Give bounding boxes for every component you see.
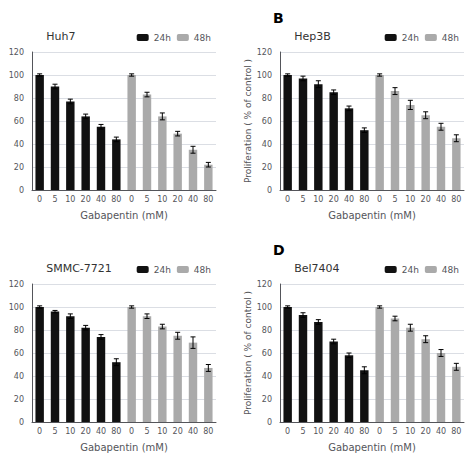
- svg-text:20: 20: [173, 195, 183, 204]
- svg-text:80: 80: [359, 427, 369, 436]
- svg-text:Gabapentin (mM): Gabapentin (mM): [328, 442, 416, 453]
- svg-text:10: 10: [313, 195, 323, 204]
- svg-text:20: 20: [81, 427, 91, 436]
- svg-text:Gabapentin (mM): Gabapentin (mM): [80, 442, 168, 453]
- svg-text:60: 60: [14, 117, 24, 126]
- svg-text:5: 5: [144, 427, 149, 436]
- svg-text:20: 20: [329, 427, 339, 436]
- svg-text:80: 80: [262, 94, 272, 103]
- svg-text:80: 80: [359, 195, 369, 204]
- svg-text:0: 0: [19, 186, 24, 195]
- svg-text:40: 40: [14, 140, 24, 149]
- svg-text:10: 10: [65, 427, 75, 436]
- svg-text:24h: 24h: [154, 33, 171, 43]
- svg-text:40: 40: [262, 140, 272, 149]
- svg-text:120: 120: [257, 280, 272, 289]
- svg-text:40: 40: [344, 195, 354, 204]
- svg-text:0: 0: [129, 427, 134, 436]
- svg-text:20: 20: [14, 395, 24, 404]
- svg-text:10: 10: [65, 195, 75, 204]
- svg-text:40: 40: [344, 427, 354, 436]
- svg-text:120: 120: [9, 48, 24, 57]
- svg-text:40: 40: [14, 372, 24, 381]
- svg-text:80: 80: [203, 427, 213, 436]
- svg-text:120: 120: [257, 48, 272, 57]
- svg-text:40: 40: [436, 195, 446, 204]
- svg-text:40: 40: [262, 372, 272, 381]
- svg-text:48h: 48h: [442, 33, 459, 43]
- svg-text:48h: 48h: [194, 265, 211, 275]
- svg-text:0: 0: [267, 186, 272, 195]
- svg-text:Gabapentin (mM): Gabapentin (mM): [328, 210, 416, 221]
- svg-text:40: 40: [96, 427, 106, 436]
- svg-text:0: 0: [129, 195, 134, 204]
- svg-text:10: 10: [405, 195, 415, 204]
- svg-text:120: 120: [9, 280, 24, 289]
- svg-text:80: 80: [111, 427, 121, 436]
- svg-text:0: 0: [267, 418, 272, 427]
- svg-text:60: 60: [14, 349, 24, 358]
- svg-text:48h: 48h: [194, 33, 211, 43]
- svg-text:0: 0: [37, 427, 42, 436]
- svg-text:0: 0: [37, 195, 42, 204]
- svg-text:0: 0: [285, 195, 290, 204]
- svg-text:20: 20: [81, 195, 91, 204]
- svg-text:0: 0: [285, 427, 290, 436]
- svg-text:20: 20: [262, 395, 272, 404]
- svg-text:Proliferation ( % of control ): Proliferation ( % of control ): [243, 291, 253, 415]
- svg-text:20: 20: [173, 427, 183, 436]
- svg-text:D: D: [273, 242, 285, 258]
- svg-text:5: 5: [300, 427, 305, 436]
- svg-text:5: 5: [52, 427, 57, 436]
- svg-text:80: 80: [262, 326, 272, 335]
- svg-text:5: 5: [392, 427, 397, 436]
- svg-text:10: 10: [405, 427, 415, 436]
- svg-text:10: 10: [157, 195, 167, 204]
- svg-text:60: 60: [262, 117, 272, 126]
- svg-text:SMMC-7721: SMMC-7721: [46, 262, 112, 275]
- svg-text:100: 100: [257, 71, 272, 80]
- svg-text:0: 0: [19, 418, 24, 427]
- svg-text:0: 0: [377, 195, 382, 204]
- svg-text:80: 80: [111, 195, 121, 204]
- svg-text:Huh7: Huh7: [46, 30, 75, 43]
- svg-text:B: B: [273, 10, 284, 26]
- svg-text:20: 20: [421, 427, 431, 436]
- svg-text:24h: 24h: [154, 265, 171, 275]
- svg-text:40: 40: [188, 195, 198, 204]
- svg-text:24h: 24h: [402, 33, 419, 43]
- svg-text:10: 10: [157, 427, 167, 436]
- svg-text:5: 5: [392, 195, 397, 204]
- svg-text:40: 40: [436, 427, 446, 436]
- svg-text:80: 80: [451, 427, 461, 436]
- svg-text:Proliferation ( % of control ): Proliferation ( % of control ): [243, 59, 253, 183]
- svg-text:20: 20: [262, 163, 272, 172]
- svg-text:Gabapentin (mM): Gabapentin (mM): [80, 210, 168, 221]
- svg-text:Hep3B: Hep3B: [294, 30, 331, 43]
- svg-text:24h: 24h: [402, 265, 419, 275]
- svg-text:48h: 48h: [442, 265, 459, 275]
- svg-text:100: 100: [257, 303, 272, 312]
- svg-text:40: 40: [96, 195, 106, 204]
- svg-text:80: 80: [14, 94, 24, 103]
- svg-text:10: 10: [313, 427, 323, 436]
- svg-text:5: 5: [144, 195, 149, 204]
- svg-text:60: 60: [262, 349, 272, 358]
- svg-text:80: 80: [451, 195, 461, 204]
- svg-text:20: 20: [329, 195, 339, 204]
- svg-text:80: 80: [203, 195, 213, 204]
- svg-text:20: 20: [421, 195, 431, 204]
- svg-text:Bel7404: Bel7404: [294, 262, 339, 275]
- svg-text:40: 40: [188, 427, 198, 436]
- svg-text:5: 5: [300, 195, 305, 204]
- svg-text:100: 100: [9, 71, 24, 80]
- svg-text:80: 80: [14, 326, 24, 335]
- svg-text:5: 5: [52, 195, 57, 204]
- svg-text:20: 20: [14, 163, 24, 172]
- svg-text:100: 100: [9, 303, 24, 312]
- svg-text:0: 0: [377, 427, 382, 436]
